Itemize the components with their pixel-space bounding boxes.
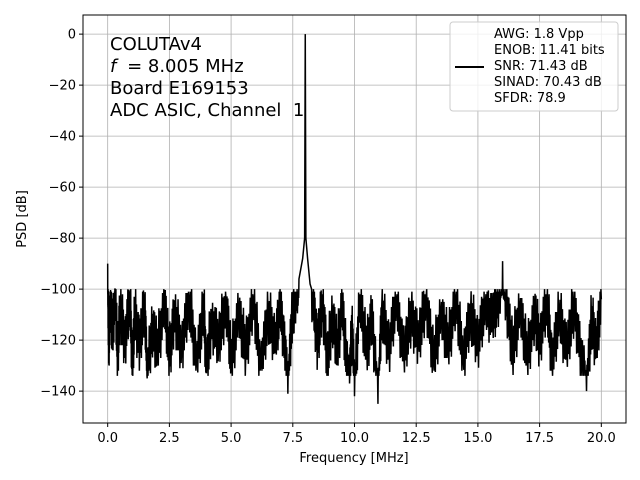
legend-box	[449, 21, 619, 112]
x-tick-label: 17.5	[525, 431, 554, 446]
annotation-block: COLUTAv4 f = 8.005 MHz Board E169153 ADC…	[110, 34, 304, 121]
annotation-line-4: ADC ASIC, Channel 1	[110, 100, 304, 121]
annotation-line-3: Board E169153	[110, 78, 249, 99]
x-tick-label: 12.5	[402, 431, 431, 446]
annotation-f-symbol: f	[110, 56, 119, 77]
legend-entry-3: SNR: 71.43 dB	[494, 59, 588, 74]
legend: AWG: 1.8 Vpp ENOB: 11.41 bits SNR: 71.43…	[449, 21, 619, 112]
series-layer	[106, 34, 603, 404]
x-tick-label: 20.0	[587, 431, 616, 446]
x-tick-label: 0.0	[97, 431, 118, 446]
y-tick-label: −60	[49, 181, 76, 196]
y-tick-label: −80	[49, 232, 76, 247]
legend-entry-1: AWG: 1.8 Vpp	[494, 27, 584, 42]
psd-series-line	[106, 34, 603, 404]
x-tick-label: 2.5	[159, 431, 180, 446]
y-tick-label: −100	[40, 283, 76, 298]
y-axis-label: PSD [dB]	[15, 190, 30, 248]
y-tick-label: −20	[49, 79, 76, 94]
x-tick-label: 15.0	[463, 431, 492, 446]
annotation-frequency: = 8.005 MHz	[127, 56, 244, 77]
x-axis-label: Frequency [MHz]	[299, 451, 408, 466]
annotation-line-2: f = 8.005 MHz	[110, 56, 244, 77]
y-tick-label: −120	[40, 334, 76, 349]
y-tick-label: 0	[68, 28, 76, 43]
y-tick-label: −40	[49, 130, 76, 145]
annotation-line-1: COLUTAv4	[110, 34, 202, 55]
x-tick-label: 5.0	[221, 431, 242, 446]
x-tick-label: 7.5	[282, 431, 303, 446]
x-tick-label: 10.0	[340, 431, 369, 446]
legend-entry-5: SFDR: 78.9	[494, 91, 566, 106]
tick-layer: 0.0 2.5 5.0 7.5 10.0 12.5 15.0 17.5 20.0 0 −20 −40 −…	[40, 28, 616, 446]
legend-entry-2: ENOB: 11.41 bits	[494, 43, 605, 58]
legend-entry-4: SINAD: 70.43 dB	[494, 75, 602, 90]
y-tick-label: −140	[40, 385, 76, 400]
